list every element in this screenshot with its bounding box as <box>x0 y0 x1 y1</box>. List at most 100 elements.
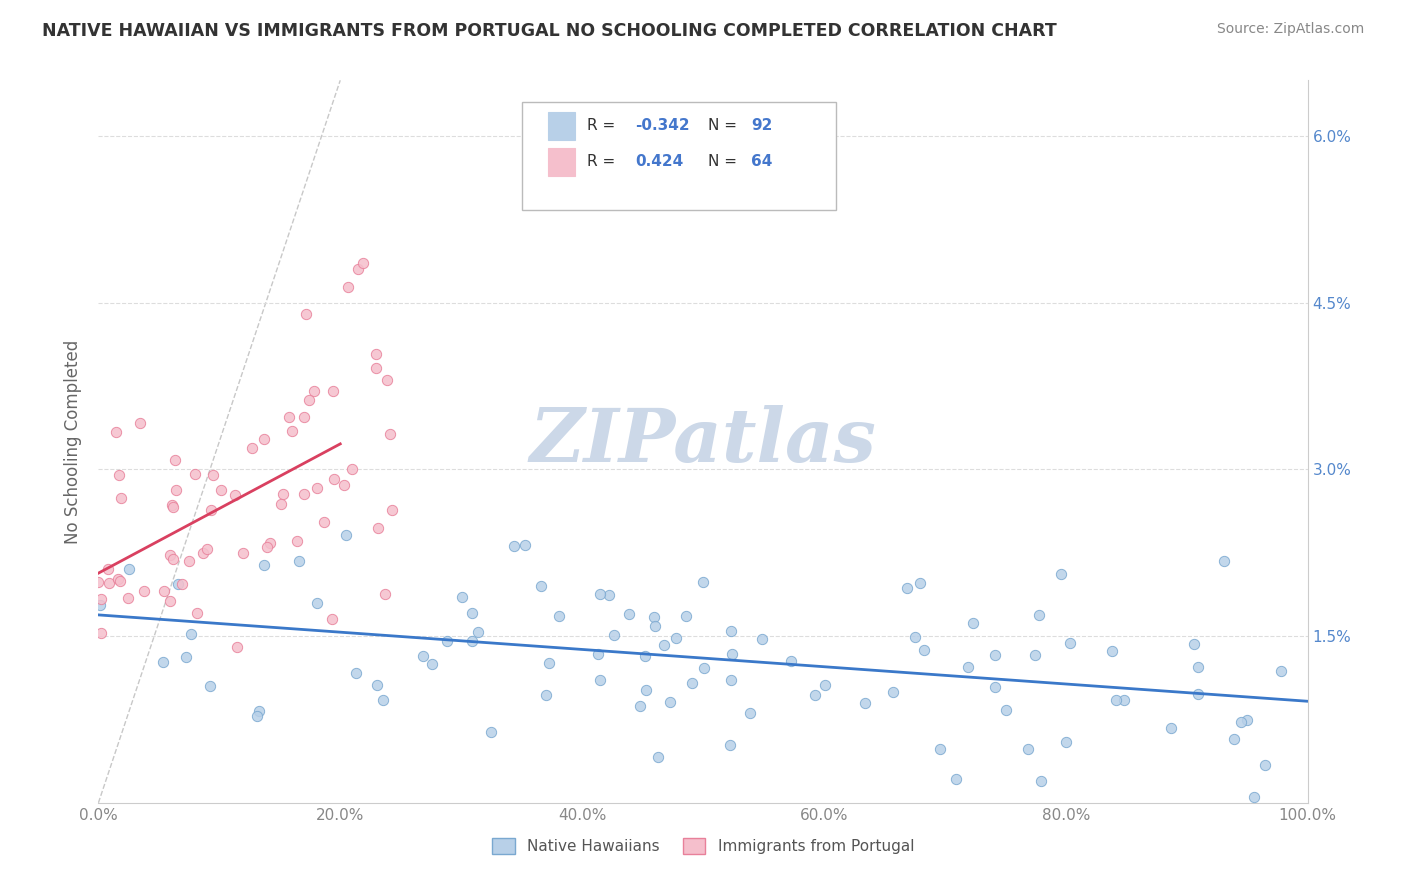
Text: 0.424: 0.424 <box>636 154 683 169</box>
Point <box>253 558 276 573</box>
Point <box>1101 644 1123 658</box>
Point <box>1230 714 1253 729</box>
Point <box>994 702 1017 716</box>
Point <box>380 426 402 441</box>
Legend: Native Hawaiians, Immigrants from Portugal: Native Hawaiians, Immigrants from Portug… <box>485 832 921 860</box>
Point <box>281 424 304 438</box>
Point <box>1024 648 1046 662</box>
Point <box>117 591 139 606</box>
Point <box>90 591 112 606</box>
Point <box>87 574 110 589</box>
Point <box>589 587 612 601</box>
Point <box>598 588 620 602</box>
Point <box>321 612 343 626</box>
Point <box>240 441 263 455</box>
Point <box>259 536 281 550</box>
Point <box>200 503 222 517</box>
Point <box>589 673 612 687</box>
Point <box>184 467 207 481</box>
Point <box>165 483 187 498</box>
Point <box>603 628 626 642</box>
Point <box>1236 713 1258 727</box>
Point <box>1184 637 1206 651</box>
Point <box>536 688 558 702</box>
Point <box>644 619 666 633</box>
Point <box>105 425 128 439</box>
Point <box>692 575 714 590</box>
Point <box>1160 721 1182 735</box>
Point <box>292 409 315 424</box>
Point <box>721 647 744 661</box>
Point <box>314 515 336 529</box>
Point <box>271 487 294 501</box>
Point <box>295 307 318 321</box>
Point <box>364 347 387 361</box>
Point <box>882 685 904 699</box>
Point <box>209 483 232 498</box>
Point <box>675 608 697 623</box>
Point <box>333 477 356 491</box>
Point <box>322 384 344 399</box>
Bar <box>548 112 575 139</box>
Text: Source: ZipAtlas.com: Source: ZipAtlas.com <box>1216 22 1364 37</box>
Point <box>346 665 368 680</box>
Point <box>1223 731 1246 746</box>
Point <box>305 481 328 495</box>
Text: NATIVE HAWAIIAN VS IMMIGRANTS FROM PORTUGAL NO SCHOOLING COMPLETED CORRELATION C: NATIVE HAWAIIAN VS IMMIGRANTS FROM PORTU… <box>42 22 1057 40</box>
Point <box>461 633 484 648</box>
Point <box>962 616 984 631</box>
Point <box>634 683 657 698</box>
Point <box>253 433 276 447</box>
Point <box>90 626 112 640</box>
Point <box>302 384 325 398</box>
Point <box>647 750 669 764</box>
Point <box>461 606 484 620</box>
Point <box>586 648 609 662</box>
Point <box>256 540 278 554</box>
Point <box>110 574 132 588</box>
Point <box>903 631 925 645</box>
Point <box>450 591 472 605</box>
Point <box>287 554 309 568</box>
Point <box>643 610 665 624</box>
Point <box>628 699 651 714</box>
Point <box>896 582 918 596</box>
Point <box>1059 635 1081 649</box>
Point <box>693 661 716 675</box>
Point <box>945 772 967 786</box>
Point <box>167 576 190 591</box>
Point <box>163 452 186 467</box>
Point <box>193 546 215 560</box>
Point <box>1270 664 1292 678</box>
Point <box>681 675 703 690</box>
Y-axis label: No Schooling Completed: No Schooling Completed <box>65 340 83 543</box>
Point <box>908 576 931 591</box>
Point <box>117 562 139 576</box>
Point <box>984 681 1007 695</box>
Point <box>180 627 202 641</box>
Point <box>107 572 129 586</box>
Point <box>162 500 184 514</box>
Point <box>720 673 742 687</box>
Point <box>277 409 299 424</box>
Point <box>364 360 387 375</box>
Point <box>912 643 935 657</box>
Point <box>367 521 389 535</box>
Point <box>153 583 176 598</box>
Point <box>436 633 458 648</box>
Point <box>292 487 315 501</box>
Point <box>270 497 292 511</box>
Point <box>779 655 801 669</box>
Point <box>108 467 131 482</box>
Point <box>98 576 121 591</box>
Point <box>305 596 328 610</box>
Point <box>366 678 388 692</box>
Point <box>634 649 657 664</box>
Point <box>502 539 524 553</box>
Point <box>336 280 359 294</box>
Point <box>537 657 560 671</box>
Point <box>467 624 489 639</box>
Point <box>929 742 952 756</box>
Point <box>1187 687 1209 701</box>
Point <box>1031 774 1053 789</box>
